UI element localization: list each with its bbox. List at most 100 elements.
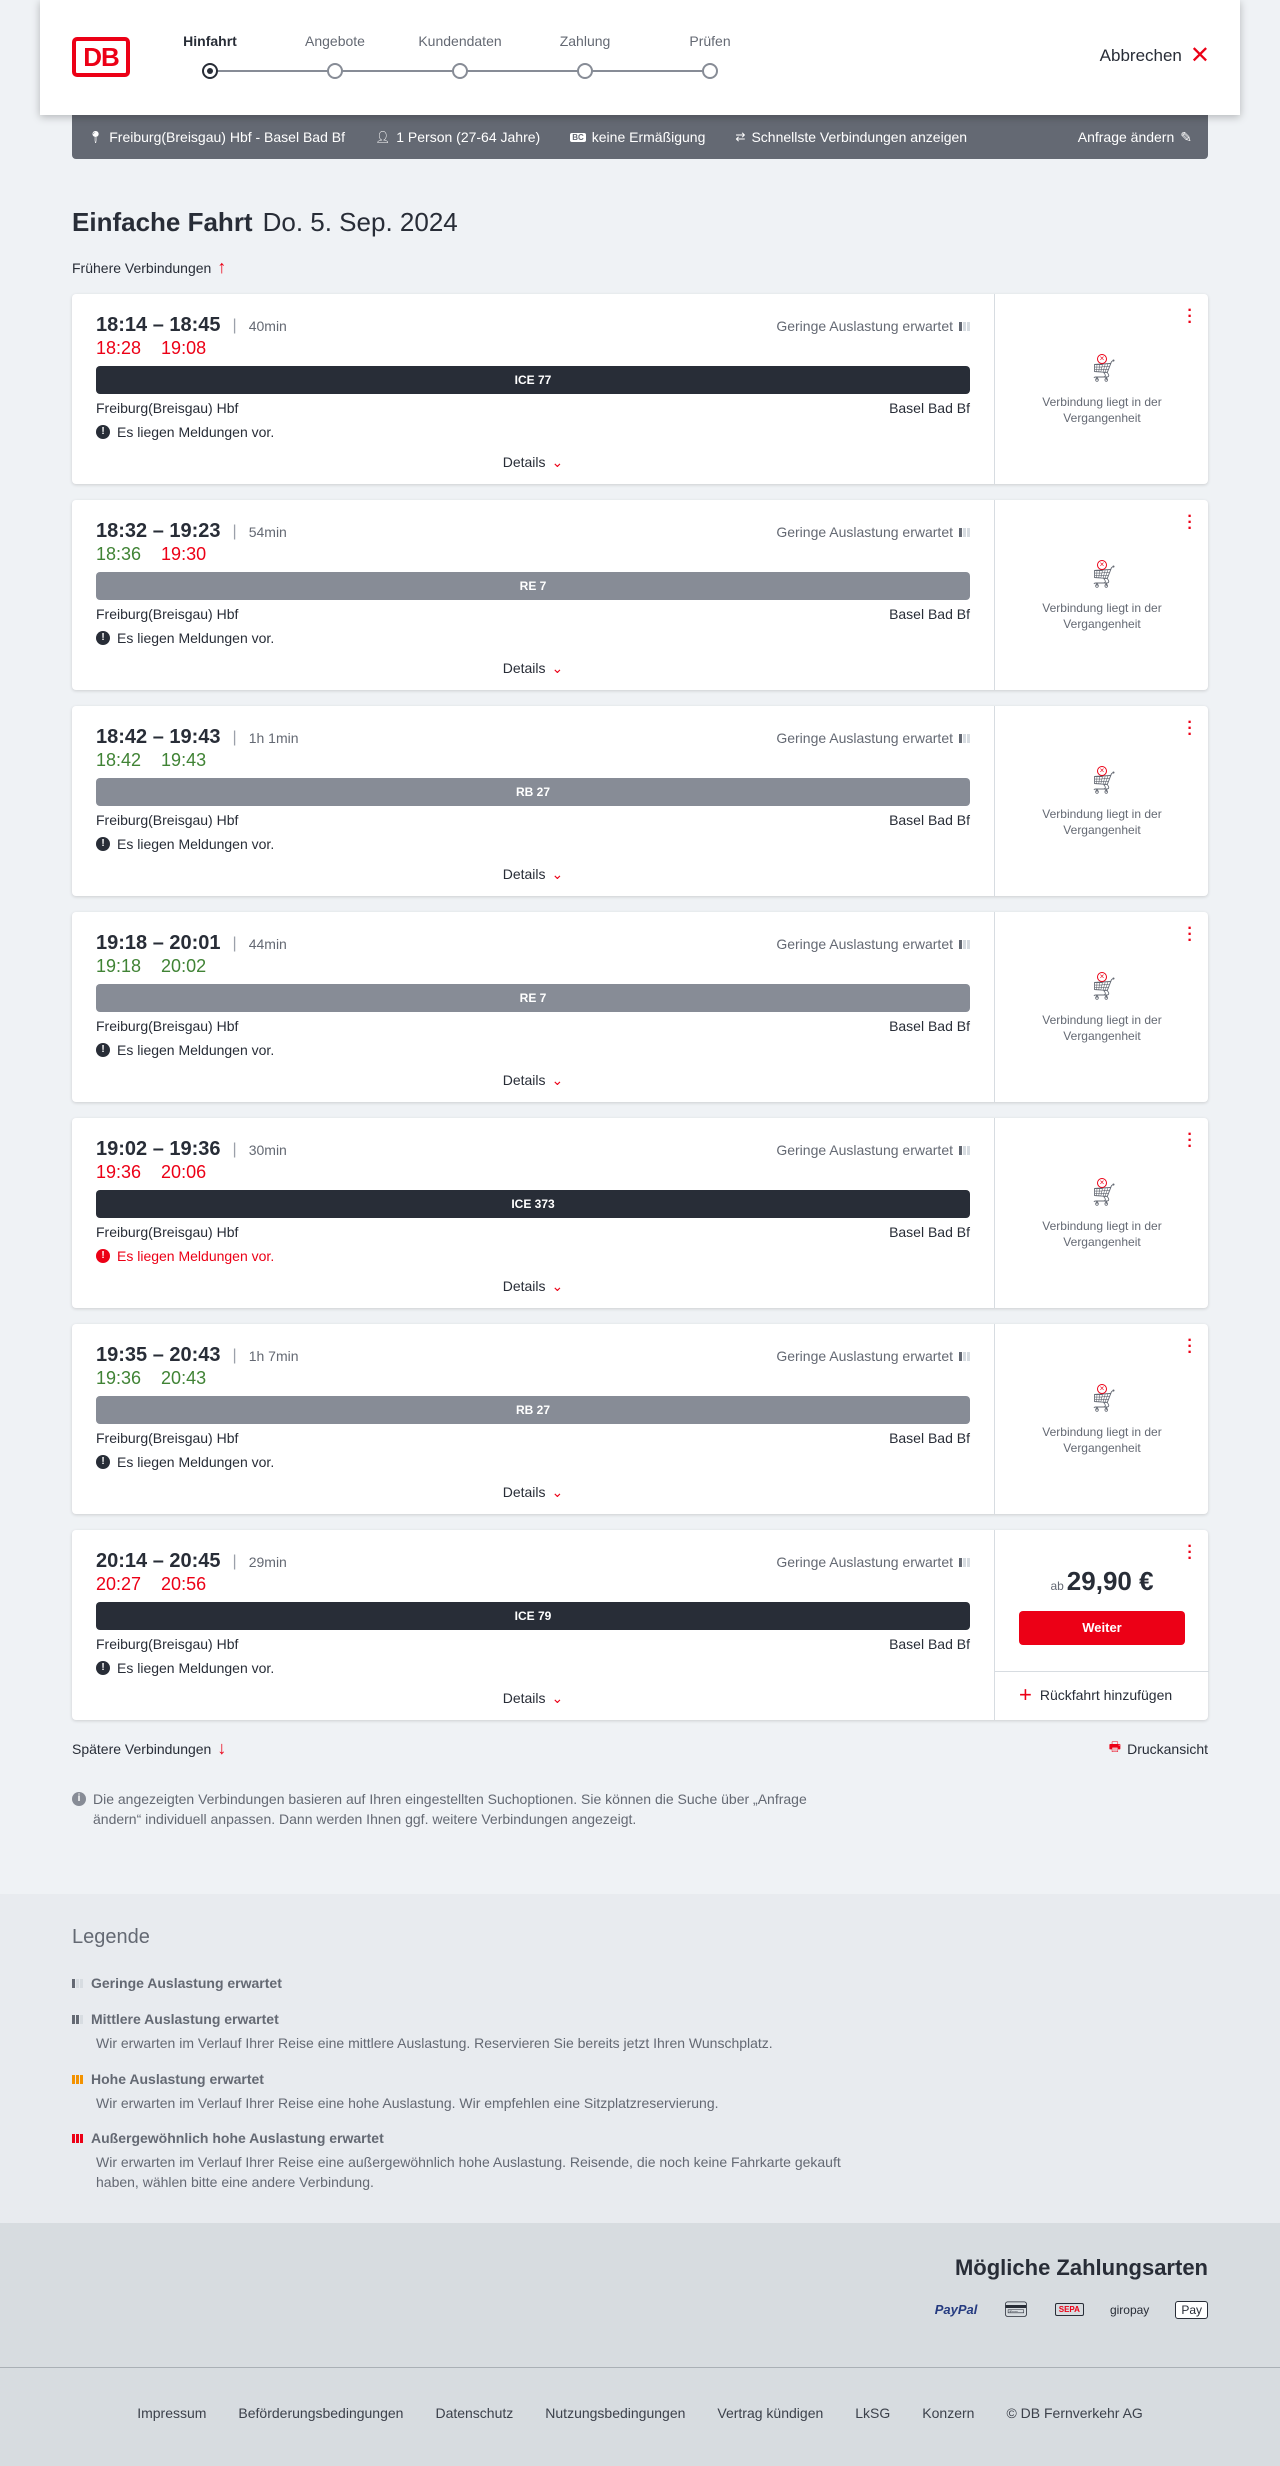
footer-link[interactable]: Datenschutz bbox=[435, 2405, 514, 2421]
details-label: Details bbox=[502, 660, 546, 676]
footer-link[interactable]: Beförderungsbedingungen bbox=[238, 2405, 404, 2421]
fastest-toggle[interactable]: ⇄ Schnellste Verbindungen anzeigen bbox=[735, 129, 967, 145]
past-connection-text: Verbindung liegt in der Vergangenheit bbox=[1042, 1425, 1162, 1455]
swap-arrows-icon: ⇄ bbox=[735, 130, 746, 144]
price-prefix: ab bbox=[1050, 1579, 1064, 1593]
change-request-button[interactable]: Anfrage ändern ✎ bbox=[1078, 129, 1192, 146]
occupancy-label: Geringe Auslastung erwartet bbox=[776, 1348, 953, 1364]
more-options-icon[interactable]: · · · bbox=[1187, 714, 1193, 743]
train-bar[interactable]: RE 7 bbox=[96, 984, 970, 1012]
footer-link[interactable]: Konzern bbox=[922, 2405, 975, 2421]
price: ab 29,90 € bbox=[995, 1566, 1209, 1597]
continue-button[interactable]: Weiter bbox=[1019, 1611, 1185, 1645]
scheduled-times: 19:35 – 20:43 | 1h 7min bbox=[96, 1344, 299, 1367]
alert-icon: ! bbox=[96, 1661, 110, 1675]
payment-section: Mögliche Zahlungsarten PayPal 💳︎ SEPA gi… bbox=[0, 2223, 1280, 2466]
details-toggle[interactable]: Details ⌄ bbox=[72, 660, 994, 677]
duration: 30min bbox=[248, 1141, 287, 1158]
close-icon: ✕ bbox=[1189, 42, 1210, 69]
details-toggle[interactable]: Details ⌄ bbox=[72, 454, 994, 471]
cancel-button[interactable]: Abbrechen ✕ bbox=[1100, 42, 1210, 69]
add-return-label: Rückfahrt hinzufügen bbox=[1039, 1687, 1173, 1703]
train-bar[interactable]: RE 7 bbox=[96, 572, 970, 600]
arrow-up-icon: ↑ bbox=[217, 257, 227, 277]
cart-unavailable-icon: 🛒︎ × bbox=[1090, 766, 1118, 795]
origin-station: Freiburg(Breisgau) Hbf bbox=[96, 1224, 239, 1240]
occupancy-info: Geringe Auslastung erwartet bbox=[776, 730, 970, 746]
messages-text: Es liegen Meldungen vor. bbox=[117, 424, 275, 440]
occupancy-icon bbox=[959, 733, 970, 743]
more-options-icon[interactable]: · · · bbox=[1187, 1538, 1193, 1567]
footer-link[interactable]: Impressum bbox=[137, 2405, 207, 2421]
train-bar[interactable]: ICE 77 bbox=[96, 366, 970, 394]
train-bar[interactable]: ICE 373 bbox=[96, 1190, 970, 1218]
train-bar[interactable]: ICE 79 bbox=[96, 1602, 970, 1630]
train-bar[interactable]: RB 27 bbox=[96, 778, 970, 806]
db-logo[interactable]: DB bbox=[72, 37, 130, 77]
origin-station: Freiburg(Breisgau) Hbf bbox=[96, 812, 239, 828]
more-options-icon[interactable]: · · · bbox=[1187, 508, 1193, 537]
header: DB Hinfahrt Angebote Kundendaten Zahlung Prü… bbox=[40, 0, 1240, 115]
earlier-label: Frühere Verbindungen bbox=[72, 259, 212, 276]
connection-card: 20:14 – 20:45 | 29min 20:27 20:56 Geringe A… bbox=[72, 1530, 1209, 1720]
train-bar[interactable]: RB 27 bbox=[96, 1396, 970, 1424]
connection-info: 18:42 – 19:43 | 1h 1min 18:42 19:43 Geringe… bbox=[72, 706, 994, 896]
realtime-times: 19:36 20:43 bbox=[96, 1368, 206, 1389]
more-options-icon[interactable]: · · · bbox=[1187, 920, 1193, 949]
chevron-down-icon: ⌄ bbox=[551, 1690, 564, 1706]
footer-link[interactable]: Nutzungsbedingungen bbox=[545, 2405, 686, 2421]
details-label: Details bbox=[502, 1072, 546, 1088]
legend-item-description: Wir erwarten im Verlauf Ihrer Reise eine… bbox=[96, 2154, 841, 2190]
later-connections-link[interactable]: Spätere Verbindungen ↓ bbox=[72, 1738, 226, 1759]
duration: 44min bbox=[248, 935, 287, 952]
chevron-down-icon: ⌄ bbox=[551, 1278, 564, 1294]
cart-unavailable-icon: 🛒︎ × bbox=[1090, 1178, 1118, 1207]
add-return-trip-button[interactable]: + Rückfahrt hinzufügen bbox=[1019, 1684, 1173, 1706]
realtime-arrival: 19:43 bbox=[161, 750, 207, 770]
separator: | bbox=[232, 1140, 237, 1158]
more-options-icon[interactable]: · · · bbox=[1187, 302, 1193, 331]
details-label: Details bbox=[502, 1278, 546, 1294]
details-toggle[interactable]: Details ⌄ bbox=[72, 866, 994, 883]
footer-link[interactable]: LkSG bbox=[855, 2405, 891, 2421]
legend-item-title: Mittlere Auslastung erwartet bbox=[72, 2011, 872, 2027]
offer-panel: · · · 🛒︎ × Verbindung liegt in der Vergange… bbox=[994, 1324, 1208, 1514]
realtime-times: 19:18 20:02 bbox=[96, 956, 206, 977]
origin-station: Freiburg(Breisgau) Hbf bbox=[96, 1018, 239, 1034]
legend-item-title: Außergewöhnlich hohe Auslastung erwartet bbox=[72, 2130, 872, 2146]
messages-notice: ! Es liegen Meldungen vor. bbox=[96, 424, 274, 440]
fastest-text: Schnellste Verbindungen anzeigen bbox=[751, 129, 968, 145]
scheduled-times: 19:02 – 19:36 | 30min bbox=[96, 1138, 287, 1161]
earlier-connections-link[interactable]: Frühere Verbindungen ↑ bbox=[72, 257, 226, 278]
details-toggle[interactable]: Details ⌄ bbox=[72, 1484, 994, 1501]
details-label: Details bbox=[502, 1484, 546, 1500]
step-label-0: Hinfahrt bbox=[183, 33, 237, 49]
footer-link[interactable]: Vertrag kündigen bbox=[717, 2405, 824, 2421]
past-connection-text: Verbindung liegt in der Vergangenheit bbox=[1042, 1013, 1162, 1043]
time-range: 20:14 – 20:45 bbox=[96, 1550, 221, 1572]
connection-info: 18:32 – 19:23 | 54min 18:36 19:30 Geringe A… bbox=[72, 500, 994, 690]
past-connection-text: Verbindung liegt in der Vergangenheit bbox=[1042, 1219, 1162, 1249]
more-options-icon[interactable]: · · · bbox=[1187, 1332, 1193, 1361]
occupancy-icon bbox=[959, 321, 970, 331]
legend-item-title: Geringe Auslastung erwartet bbox=[72, 1975, 872, 1991]
legend-item-description: Wir erwarten im Verlauf Ihrer Reise eine… bbox=[96, 2095, 719, 2111]
separator: | bbox=[232, 1346, 237, 1364]
details-toggle[interactable]: Details ⌄ bbox=[72, 1278, 994, 1295]
occupancy-icon bbox=[72, 2014, 83, 2024]
legend-section: Legende Geringe Auslastung erwartet Mittl… bbox=[0, 1894, 1280, 2223]
footer-link[interactable]: © DB Fernverkehr AG bbox=[1006, 2405, 1143, 2421]
payment-methods: PayPal 💳︎ SEPA giropay Pay bbox=[935, 2297, 1208, 2322]
more-options-icon[interactable]: · · · bbox=[1187, 1126, 1193, 1155]
details-toggle[interactable]: Details ⌄ bbox=[72, 1690, 994, 1707]
legend-item: Hohe Auslastung erwartet Wir erwarten im … bbox=[72, 2071, 872, 2113]
realtime-times: 20:27 20:56 bbox=[96, 1574, 206, 1595]
duration: 40min bbox=[248, 317, 287, 334]
occupancy-label: Geringe Auslastung erwartet bbox=[776, 730, 953, 746]
time-range: 18:42 – 19:43 bbox=[96, 726, 221, 748]
page-title: Einfache Fahrt Do. 5. Sep. 2024 bbox=[72, 207, 458, 238]
cart-unavailable-icon: 🛒︎ × bbox=[1090, 560, 1118, 589]
alert-icon: ! bbox=[96, 1043, 110, 1057]
print-view-link[interactable]: 🖶︎ Druckansicht bbox=[1109, 1738, 1208, 1760]
details-toggle[interactable]: Details ⌄ bbox=[72, 1072, 994, 1089]
